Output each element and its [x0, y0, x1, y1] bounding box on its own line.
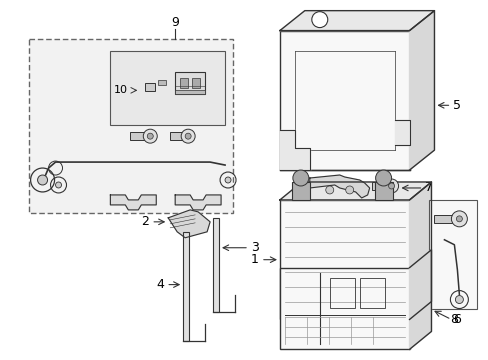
Text: 3: 3: [250, 241, 258, 254]
Bar: [279, 31, 408, 170]
Bar: [279, 200, 408, 319]
Circle shape: [455, 216, 462, 222]
Circle shape: [384, 179, 398, 193]
Bar: [291, 182, 309, 200]
Bar: [175, 90, 204, 94]
Polygon shape: [279, 130, 309, 170]
Bar: [359, 278, 384, 307]
Circle shape: [375, 170, 391, 186]
Bar: [329, 278, 354, 307]
Circle shape: [388, 183, 394, 189]
Bar: [158, 80, 166, 85]
Bar: [279, 268, 408, 349]
Polygon shape: [408, 182, 430, 319]
Circle shape: [454, 296, 463, 303]
Circle shape: [292, 170, 308, 186]
Circle shape: [147, 133, 153, 139]
Polygon shape: [110, 195, 156, 210]
Text: 1: 1: [250, 253, 258, 266]
Bar: [213, 218, 219, 312]
Polygon shape: [394, 120, 408, 145]
Bar: [175, 72, 204, 94]
Text: 2: 2: [141, 215, 149, 228]
Bar: [192, 78, 200, 88]
Bar: [110, 50, 224, 125]
Polygon shape: [408, 11, 433, 170]
Circle shape: [181, 129, 195, 143]
Circle shape: [38, 175, 47, 185]
Bar: [130, 132, 146, 140]
Circle shape: [224, 177, 230, 183]
Text: 10: 10: [113, 85, 127, 95]
Circle shape: [143, 129, 157, 143]
Bar: [180, 78, 188, 88]
Polygon shape: [408, 250, 430, 349]
Bar: [371, 182, 385, 190]
Bar: [433, 215, 451, 223]
Circle shape: [56, 182, 61, 188]
Bar: [183, 232, 189, 341]
Bar: [145, 84, 155, 91]
Circle shape: [450, 211, 467, 227]
Text: 6: 6: [452, 313, 460, 326]
Bar: [428, 200, 476, 310]
Circle shape: [345, 186, 353, 194]
Polygon shape: [279, 11, 433, 31]
Polygon shape: [168, 210, 210, 238]
Bar: [374, 182, 392, 200]
Circle shape: [311, 12, 327, 28]
Text: 8: 8: [449, 313, 457, 326]
Polygon shape: [279, 182, 430, 200]
Circle shape: [185, 133, 191, 139]
Polygon shape: [309, 175, 369, 198]
Text: 7: 7: [425, 181, 432, 194]
Circle shape: [325, 186, 333, 194]
Text: 4: 4: [156, 278, 164, 291]
Polygon shape: [175, 195, 221, 210]
Bar: [29, 39, 233, 213]
Text: 5: 5: [452, 99, 461, 112]
Bar: [170, 132, 182, 140]
Text: 9: 9: [171, 16, 179, 29]
